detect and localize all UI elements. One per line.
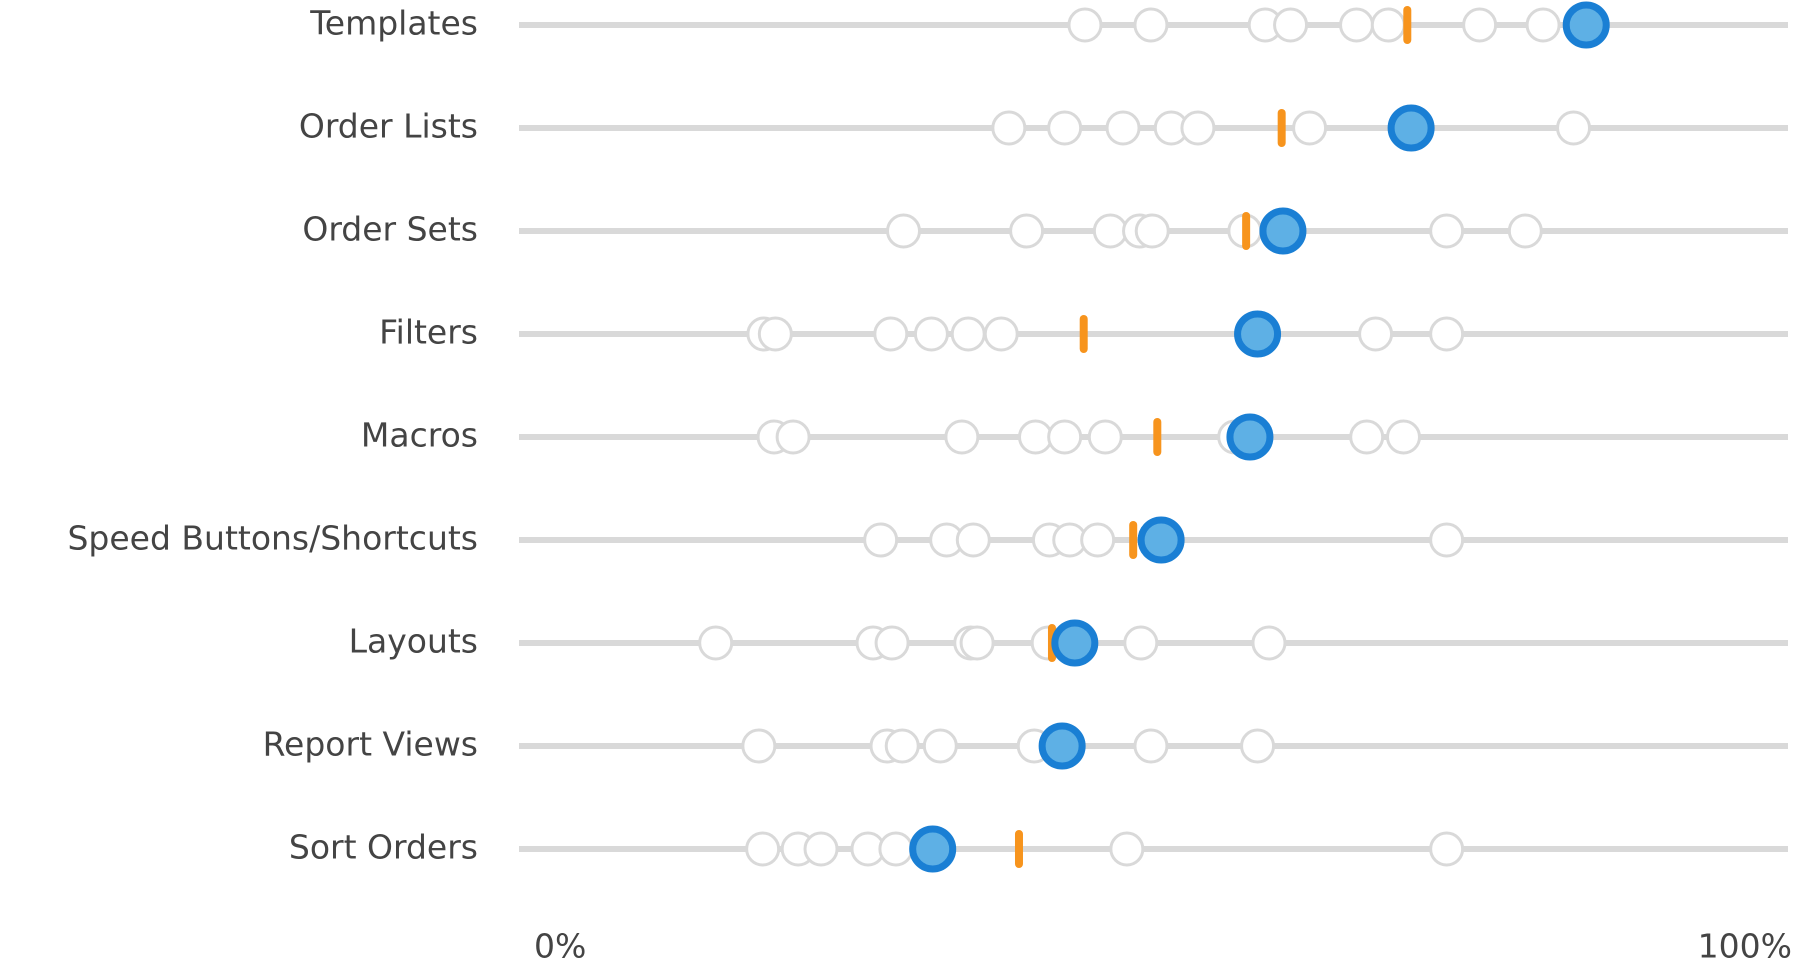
category-label: Order Lists — [299, 107, 478, 146]
category-label: Report Views — [263, 725, 478, 764]
peer-dot — [1047, 419, 1083, 455]
peer-dot — [884, 728, 920, 764]
peer-dot — [1429, 213, 1465, 249]
peer-dot — [944, 419, 980, 455]
x-tick-label: 100% — [1698, 927, 1792, 966]
highlight-dot — [1259, 207, 1307, 255]
peer-dot — [1525, 7, 1561, 43]
peer-dot — [886, 213, 922, 249]
category-label: Order Sets — [302, 210, 478, 249]
peer-dot — [803, 831, 839, 867]
peer-dot — [1087, 419, 1123, 455]
peer-dot — [955, 522, 991, 558]
peer-dot — [1358, 316, 1394, 352]
peer-dot — [1507, 213, 1543, 249]
highlight-dot — [1234, 310, 1282, 358]
average-tick — [1129, 521, 1138, 559]
peer-dot — [745, 831, 781, 867]
peer-dot — [741, 728, 777, 764]
peer-dot — [698, 625, 734, 661]
peer-dot — [1385, 419, 1421, 455]
category-label: Templates — [309, 4, 478, 43]
peer-dot — [775, 419, 811, 455]
peer-dot — [1080, 522, 1116, 558]
highlight-dot — [1226, 413, 1274, 461]
peer-dot — [1017, 419, 1053, 455]
peer-dot — [1273, 7, 1309, 43]
peer-dot — [1429, 831, 1465, 867]
average-tick — [1079, 315, 1088, 353]
category-label: Filters — [379, 313, 478, 352]
peer-dot — [1092, 213, 1128, 249]
peer-dot — [1133, 728, 1169, 764]
average-tick — [1403, 6, 1412, 44]
highlight-dot — [1038, 722, 1086, 770]
highlight-dot — [1051, 619, 1099, 667]
peer-dot — [1429, 316, 1465, 352]
peer-dot — [1370, 7, 1406, 43]
x-tick-label: 0% — [534, 927, 586, 966]
peer-dot — [1292, 110, 1328, 146]
peer-dot — [1109, 831, 1145, 867]
peer-dot — [1556, 110, 1592, 146]
highlight-dot — [909, 825, 957, 873]
highlight-dot — [1387, 104, 1435, 152]
peer-dot — [1339, 7, 1375, 43]
peer-dot — [959, 625, 995, 661]
average-tick — [1277, 109, 1286, 147]
average-tick — [1242, 212, 1251, 250]
highlight-dot — [1137, 516, 1185, 564]
average-tick — [1153, 418, 1162, 456]
category-label: Sort Orders — [289, 828, 478, 867]
peer-dot — [1123, 625, 1159, 661]
peer-dot — [1429, 522, 1465, 558]
peer-dot — [757, 316, 793, 352]
peer-dot — [1009, 213, 1045, 249]
peer-dot — [873, 316, 909, 352]
peer-dot — [1105, 110, 1141, 146]
peer-dot — [1349, 419, 1385, 455]
peer-dot — [950, 316, 986, 352]
category-label: Layouts — [349, 622, 478, 661]
peer-dot — [1180, 110, 1216, 146]
average-tick — [1014, 830, 1023, 868]
category-label: Speed Buttons/Shortcuts — [67, 519, 478, 558]
peer-dot — [983, 316, 1019, 352]
highlight-dot — [1562, 1, 1610, 49]
category-label: Macros — [361, 416, 478, 455]
peer-dot — [1251, 625, 1287, 661]
peer-dot — [874, 625, 910, 661]
peer-dot — [1047, 110, 1083, 146]
peer-dot — [922, 728, 958, 764]
peer-dot — [1134, 213, 1170, 249]
peer-dot — [878, 831, 914, 867]
peer-dot — [1240, 728, 1276, 764]
peer-dot — [991, 110, 1027, 146]
peer-dot — [863, 522, 899, 558]
peer-dot — [1133, 7, 1169, 43]
peer-dot — [913, 316, 949, 352]
peer-dot — [1067, 7, 1103, 43]
peer-dot — [1462, 7, 1498, 43]
